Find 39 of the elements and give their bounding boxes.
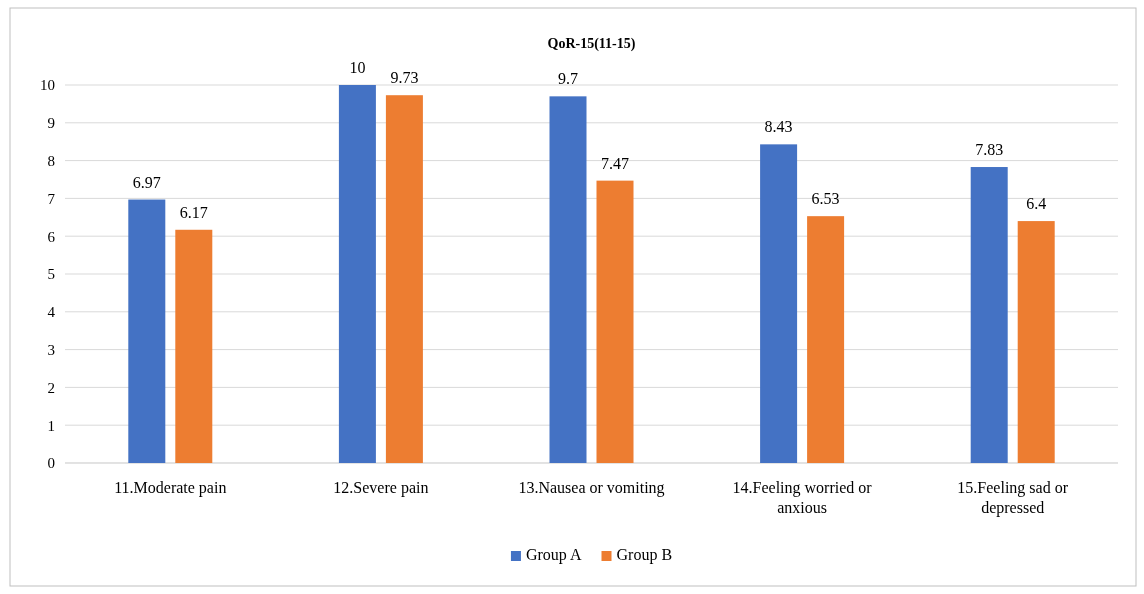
data-label: 9.7 — [558, 70, 578, 88]
data-label: 6.97 — [132, 173, 161, 191]
y-tick-label: 6 — [47, 228, 56, 245]
bar — [760, 144, 798, 463]
bar — [1017, 221, 1055, 463]
x-tick-label: 11.Moderate pain — [114, 479, 227, 497]
bar — [338, 85, 376, 463]
x-tick-label: 14.Feeling worried or anxious — [732, 479, 873, 516]
x-tick-label: 15.Feeling sad or depressed — [957, 479, 1069, 517]
bar — [549, 96, 587, 463]
data-label: 6.17 — [179, 203, 208, 221]
legend-label: Group A — [525, 546, 582, 564]
data-label: 9.73 — [390, 69, 419, 87]
data-label: 10 — [349, 59, 366, 76]
y-tick-label: 9 — [47, 115, 55, 132]
bar — [128, 199, 166, 463]
y-tick-label: 2 — [47, 379, 55, 396]
y-tick-label: 7 — [47, 190, 56, 207]
y-tick-label: 0 — [47, 455, 55, 472]
bar — [807, 216, 845, 463]
y-tick-label: 8 — [47, 152, 55, 169]
y-tick-label: 3 — [47, 341, 55, 358]
bar — [596, 180, 634, 463]
bar — [385, 95, 423, 463]
data-label: 6.4 — [1026, 195, 1047, 213]
x-tick-label: 13.Nausea or vomiting — [518, 479, 665, 497]
y-tick-label: 10 — [40, 77, 55, 94]
data-label: 6.53 — [811, 190, 840, 208]
legend-label: Group B — [616, 546, 673, 564]
bar — [970, 167, 1008, 463]
y-tick-label: 1 — [47, 417, 55, 434]
bar — [175, 229, 213, 463]
data-label: 8.43 — [764, 118, 793, 136]
y-tick-label: 4 — [47, 304, 56, 321]
x-tick-label: 12.Severe pain — [333, 479, 429, 497]
y-tick-label: 5 — [47, 266, 55, 283]
chart-title: QoR-15(11-15) — [547, 36, 636, 52]
data-label: 7.47 — [601, 154, 629, 172]
data-label: 7.83 — [975, 141, 1004, 159]
